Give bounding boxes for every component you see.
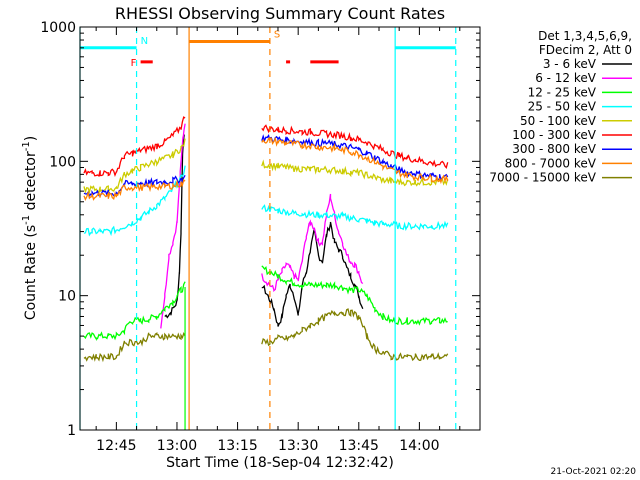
series-line-3 [83, 165, 449, 237]
legend: Det 1,3,4,5,6,9, FDecim 2, Att 0 3 - 6 k… [489, 29, 632, 185]
legend-entry-label: 6 - 12 keV [535, 71, 597, 85]
legend-entry-label: 300 - 800 keV [512, 142, 596, 156]
y-tick-label: 100 [49, 154, 76, 170]
legend-entry-label: 800 - 7000 keV [505, 156, 597, 170]
series-line-8 [83, 308, 449, 363]
x-tick-label: 13:00 [157, 438, 197, 454]
y-axis: 1 10 100 1000 [40, 20, 480, 439]
footer-timestamp: 21-Oct-2021 02:20 [551, 467, 637, 477]
legend-entry-label: 25 - 50 keV [528, 100, 597, 114]
legend-entry-label: 3 - 6 keV [543, 57, 597, 71]
legend-header-line-2: FDecim 2, Att 0 [539, 43, 632, 57]
y-tick-label: 1000 [40, 20, 76, 36]
chart-title: RHESSI Observing Summary Count Rates [115, 4, 445, 23]
legend-entry-label: 7000 - 15000 keV [489, 171, 596, 185]
x-axis-label: Start Time (18-Sep-04 12:32:42) [166, 455, 394, 471]
y-tick-label: 10 [58, 289, 76, 305]
annotation-label: N [141, 36, 148, 47]
x-tick-label: 13:15 [217, 438, 257, 454]
legend-entry-label: 12 - 25 keV [528, 85, 597, 99]
x-tick-label: 13:45 [339, 438, 379, 454]
y-axis-label: Count Rate (s-1 detector-1) [21, 136, 39, 320]
annotation-label: S [274, 29, 280, 40]
plot-frame [79, 26, 481, 431]
legend-header-line-1: Det 1,3,4,5,6,9, [538, 29, 632, 43]
legend-entry-label: 50 - 100 keV [520, 114, 597, 128]
legend-entry-label: 100 - 300 keV [512, 128, 596, 142]
series-layer [83, 116, 449, 363]
x-tick-label: 14:00 [399, 438, 439, 454]
series-line-7 [83, 136, 449, 201]
x-tick-label: 12:45 [96, 438, 136, 454]
series-line-4 [83, 138, 449, 195]
y-tick-label: 1 [67, 423, 76, 439]
flare-label: F [131, 58, 137, 69]
x-axis: 12:45 13:00 13:15 13:30 13:45 14:00 [95, 27, 461, 454]
x-tick-label: 13:30 [278, 438, 318, 454]
series-line-2 [83, 265, 448, 342]
series-line-5 [83, 116, 449, 178]
